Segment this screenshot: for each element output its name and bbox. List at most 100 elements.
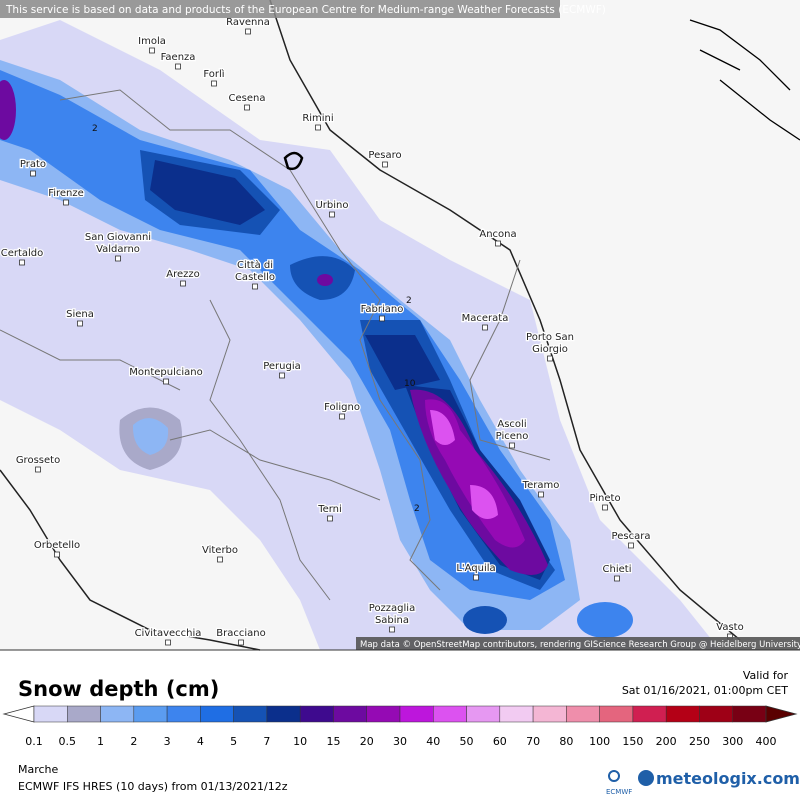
- city-label: Forlì: [203, 68, 224, 80]
- city-label: Bracciano: [216, 628, 265, 639]
- legend-swatch: [366, 705, 401, 723]
- legend-swatch: [599, 705, 634, 723]
- city-dot: [211, 80, 217, 87]
- city-dot: [163, 378, 169, 385]
- city-label: Orbetello: [34, 540, 80, 551]
- city-label: Siena: [66, 309, 94, 320]
- city-dot: [329, 211, 335, 218]
- city-label: Valdarno: [96, 244, 140, 255]
- city-dot: [180, 280, 186, 287]
- legend-label: 4: [197, 735, 204, 748]
- legend-swatch: [566, 705, 600, 723]
- valid-label: Valid for: [743, 669, 789, 682]
- brand-icon: [638, 770, 654, 786]
- city-label: Giorgio: [532, 344, 568, 355]
- city-dot: [77, 320, 83, 327]
- city-dot: [244, 104, 250, 111]
- legend-swatch: [732, 705, 767, 723]
- legend-swatch: [233, 705, 268, 723]
- city-dot: [339, 413, 345, 420]
- city-label: Città di: [237, 259, 273, 271]
- legend-swatch: [200, 705, 234, 723]
- legend-swatch: [266, 705, 301, 723]
- city-label: Foligno: [324, 402, 360, 413]
- city-dot: [35, 466, 41, 473]
- city-dot: [165, 639, 171, 646]
- city-dot: [252, 283, 258, 290]
- ecmwf-logo: ECMWF: [606, 788, 632, 796]
- legend-swatch: [133, 705, 168, 723]
- legend-label: 10: [293, 735, 307, 748]
- city-dot: [482, 324, 488, 331]
- city-label: Piceno: [496, 431, 529, 442]
- legend: 0.1 0.5 1 2 3 4 5 7 10 15 20 30 40 50 60 70 80 100 150 200 2…: [2, 705, 798, 748]
- city-labels: Ravenna Imola Faenza Forlì Cesena Rimini Prato…: [0, 16, 745, 646]
- city-label: L'Aquila: [456, 563, 495, 574]
- city-label: Certaldo: [1, 248, 44, 259]
- city-label: Ancona: [479, 229, 516, 240]
- city-dot: [602, 504, 608, 511]
- city-label: Rimini: [302, 113, 333, 124]
- city-dot: [238, 639, 244, 646]
- legend-low-arrow: [2, 705, 35, 723]
- city-dot: [614, 575, 620, 582]
- legend-swatch: [532, 705, 567, 723]
- contour-labels: 2 2 10 2: [92, 124, 420, 514]
- legend-swatch: [699, 705, 733, 723]
- legend-high-arrow: [765, 705, 798, 723]
- valid-time: Sat 01/16/2021, 01:00pm CET: [622, 684, 788, 697]
- legend-label: 7: [263, 735, 270, 748]
- city-dot: [217, 556, 223, 563]
- attribution: Map data © OpenStreetMap contributors, r…: [360, 640, 800, 650]
- legend-swatch: [433, 705, 467, 723]
- contour-label: 2: [414, 504, 420, 514]
- legend-label: 3: [164, 735, 171, 748]
- city-dot: [389, 626, 395, 633]
- notice: This service is based on data and produc…: [5, 4, 606, 16]
- city-label: Civitavecchia: [135, 628, 202, 639]
- legend-label: 250: [689, 735, 710, 748]
- legend-label: 400: [756, 735, 777, 748]
- city-label: Urbino: [315, 200, 348, 211]
- city-dot: [279, 372, 285, 379]
- city-label: Arezzo: [166, 269, 200, 280]
- city-label: Ravenna: [226, 17, 270, 28]
- legend-label: 15: [326, 735, 340, 748]
- city-label: Montepulciano: [129, 367, 202, 378]
- city-dot: [628, 542, 634, 549]
- city-label: Pescara: [612, 531, 651, 542]
- legend-label: 150: [622, 735, 643, 748]
- city-label: Faenza: [161, 52, 196, 63]
- contour-label: 2: [92, 124, 98, 134]
- city-dot: [327, 515, 333, 522]
- city-dot: [19, 259, 25, 266]
- city-dot: [473, 574, 479, 581]
- legend-label: 80: [559, 735, 573, 748]
- city-label: Teramo: [522, 480, 560, 491]
- legend-label: 5: [230, 735, 237, 748]
- city-label: Fabriano: [361, 304, 404, 315]
- legend-label: 200: [656, 735, 677, 748]
- legend-swatch: [333, 705, 367, 723]
- city-dot: [379, 315, 385, 322]
- city-label: Grosseto: [16, 455, 60, 466]
- city-label: Sabina: [375, 615, 409, 626]
- attribution-box: [356, 637, 800, 650]
- legend-label: 50: [460, 735, 474, 748]
- legend-label: 1: [97, 735, 104, 748]
- legend-label: 60: [493, 735, 507, 748]
- model: ECMWF IFS HRES (10 days) from 01/13/2021…: [18, 780, 288, 793]
- legend-swatch: [665, 705, 700, 723]
- city-label: Vasto: [716, 622, 743, 633]
- contour-label: 2: [406, 296, 412, 306]
- brand: meteologix.com: [656, 769, 800, 788]
- ecmwf-icon: [608, 770, 620, 782]
- legend-label: 30: [393, 735, 407, 748]
- legend-swatch: [299, 705, 334, 723]
- city-dot: [495, 240, 501, 247]
- city-label: Pesaro: [368, 150, 401, 161]
- city-label: Prato: [20, 159, 46, 170]
- city-label: Castello: [235, 272, 275, 283]
- city-label: Pineto: [589, 493, 620, 504]
